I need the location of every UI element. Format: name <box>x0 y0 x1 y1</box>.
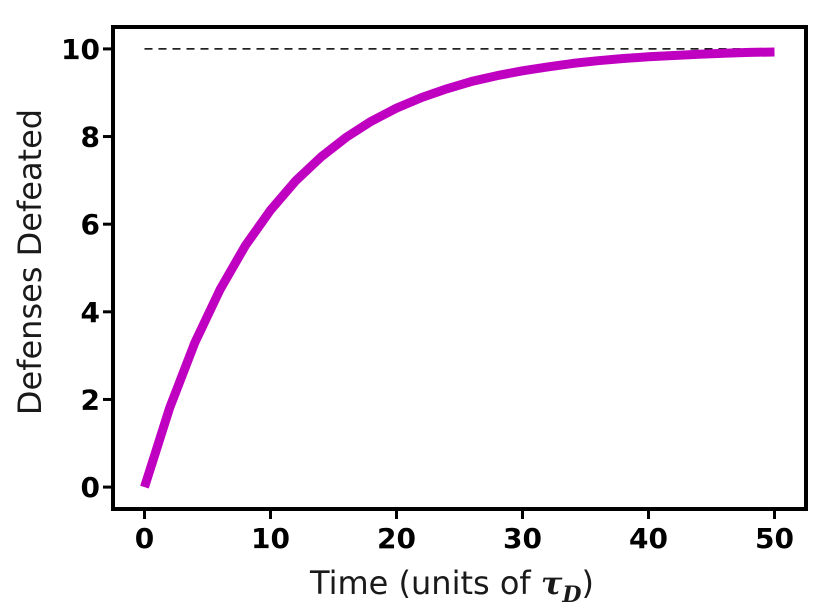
x-tick-label: 0 <box>135 522 154 555</box>
x-tick-label: 10 <box>251 522 290 555</box>
x-axis-label-suffix: ) <box>581 564 593 602</box>
series-line <box>140 47 775 489</box>
x-axis-ticks: 0 10 20 30 40 50 <box>135 509 794 555</box>
y-tick-label: 4 <box>81 296 100 329</box>
x-tick-label: 30 <box>503 522 542 555</box>
x-axis-label-subscript: D <box>561 582 581 608</box>
y-tick-label: 8 <box>81 121 100 154</box>
x-tick-label: 40 <box>629 522 668 555</box>
y-axis-label: Defenses Defeated <box>11 109 49 415</box>
y-tick-label: 0 <box>81 471 100 504</box>
y-axis-ticks: 0 2 4 6 8 10 <box>61 33 113 504</box>
y-tick-label: 2 <box>81 383 100 416</box>
x-tick-label: 20 <box>377 522 416 555</box>
x-axis-label-symbol: τ <box>541 564 563 602</box>
x-axis-label: Time (units of τD) <box>309 564 594 608</box>
plot-area <box>113 27 806 509</box>
y-tick-label: 6 <box>81 208 100 241</box>
plot-frame <box>111 25 808 511</box>
x-tick-label: 50 <box>755 522 794 555</box>
y-tick-label: 10 <box>61 33 100 66</box>
